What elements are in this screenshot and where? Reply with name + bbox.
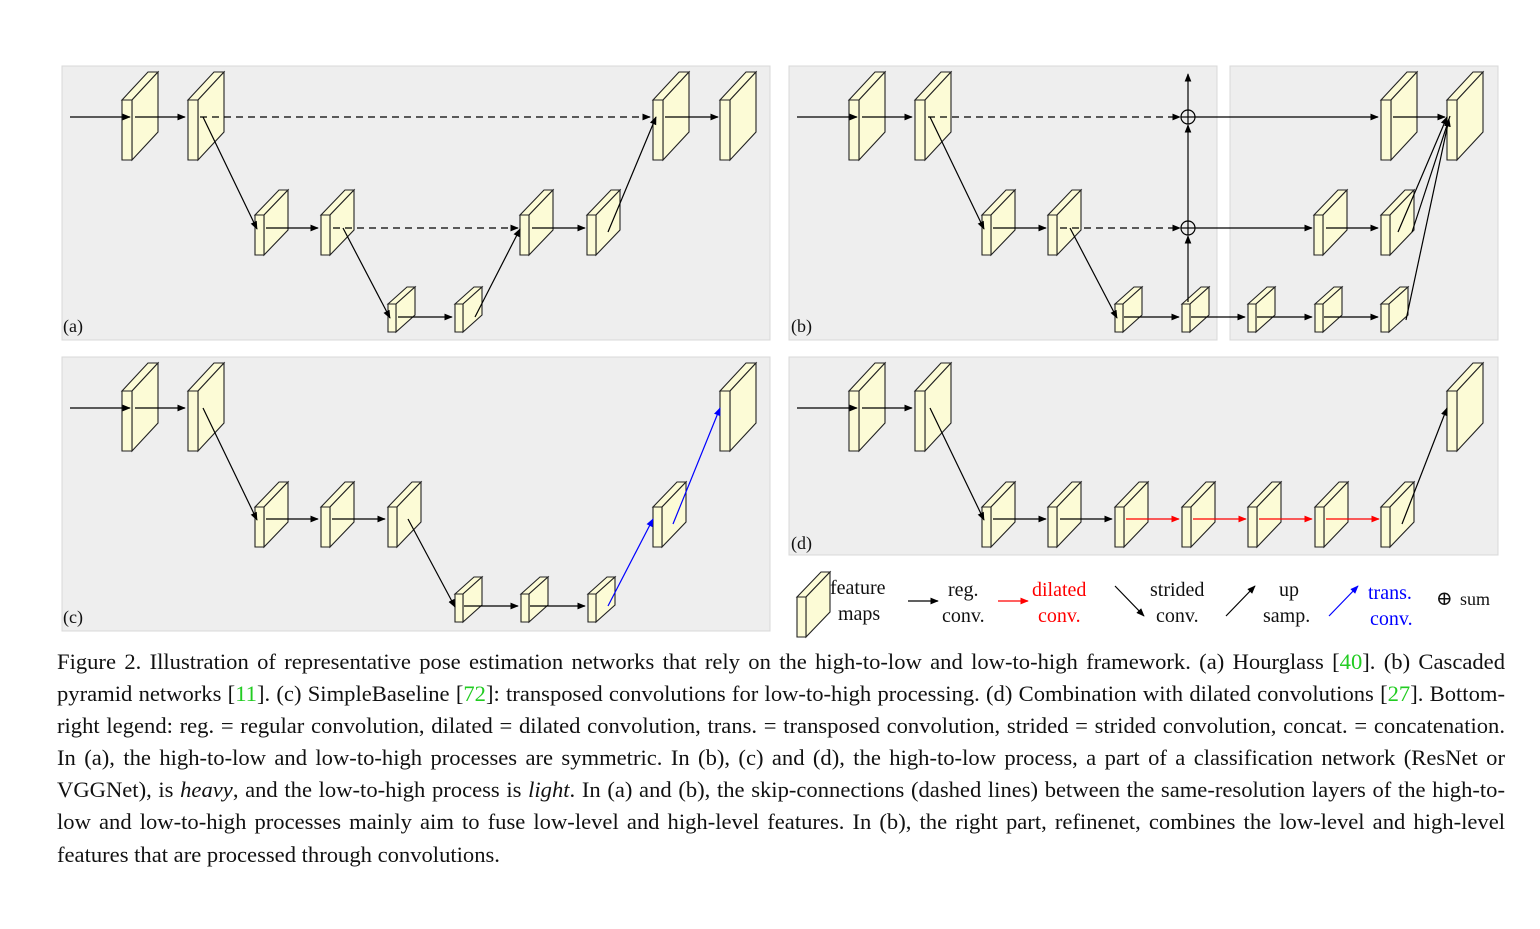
caption-text: Figure 2. Illustration of representative… xyxy=(57,649,1340,674)
feature-map-block xyxy=(1046,480,1083,549)
up-samp-arrow xyxy=(1401,407,1448,525)
feature-map-block xyxy=(120,70,160,162)
feature-map-block xyxy=(1313,480,1350,549)
feature-map-block xyxy=(1113,480,1150,549)
strided-conv-arrow xyxy=(407,518,456,608)
caption-text: ]: transposed convolutions for low-to-hi… xyxy=(485,681,1388,707)
feature-map-block xyxy=(386,285,417,334)
legend-trans-label-1: trans. xyxy=(1368,582,1412,604)
feature-map-block xyxy=(1246,285,1277,334)
feature-map-block xyxy=(1246,480,1283,549)
legend-strided-label-1: strided xyxy=(1150,579,1204,601)
up-samp-arrow xyxy=(1405,118,1451,321)
feature-map-blocks xyxy=(120,70,1485,624)
feature-map-block xyxy=(1379,285,1410,334)
feature-map-block xyxy=(1379,70,1419,162)
feature-map-block xyxy=(186,361,226,453)
strided-conv-arrow xyxy=(342,227,391,319)
feature-map-block xyxy=(913,70,953,162)
feature-map-block xyxy=(1046,188,1083,257)
panel-b-label: (b) xyxy=(791,316,812,337)
up-samp-arrow xyxy=(1397,116,1448,233)
caption-text: . In (a) and (b), the skip-connections (… xyxy=(57,777,1505,867)
feature-map-block xyxy=(585,188,622,257)
feature-map-block xyxy=(319,480,356,549)
panel-c-label: (c) xyxy=(63,607,83,628)
trans-conv-arrow xyxy=(672,407,721,525)
caption-text: ]. (b) Cascaded pyramid networks [ xyxy=(57,649,1505,707)
up-samp-arrow xyxy=(474,228,521,318)
strided-conv-arrow xyxy=(202,407,258,521)
caption-text: ]. Bottom-right legend: reg. = regular c… xyxy=(57,681,1505,803)
legend-up-arrow xyxy=(1225,585,1256,617)
feature-map-block xyxy=(453,285,484,334)
legend-sum-symbol: ⊕ xyxy=(1436,588,1453,610)
feature-map-block xyxy=(1445,361,1485,453)
feature-map-block xyxy=(186,70,226,162)
caption-emphasis: light xyxy=(528,777,570,803)
feature-map-block xyxy=(586,575,617,624)
feature-map-block xyxy=(519,575,550,624)
panel-a-bg xyxy=(61,65,771,341)
legend-reg-label-2: conv. xyxy=(942,605,985,627)
feature-map-block xyxy=(1379,480,1416,549)
feature-map-block xyxy=(1180,480,1217,549)
legend-up-label-2: samp. xyxy=(1263,605,1310,627)
citation-link[interactable]: 72 xyxy=(463,681,486,707)
feature-map-block xyxy=(518,188,555,257)
sum-node xyxy=(1180,109,1196,125)
feature-map-block xyxy=(1312,188,1349,257)
legend-trans-label-2: conv. xyxy=(1370,608,1413,630)
up-samp-arrow xyxy=(1411,115,1451,233)
legend-up-label-1: up xyxy=(1279,579,1299,601)
citation-link[interactable]: 11 xyxy=(235,681,257,707)
sum-node xyxy=(1180,220,1196,236)
panel-a-label: (a) xyxy=(63,316,83,337)
connection-arrows xyxy=(70,73,1451,610)
feature-map-block xyxy=(651,70,691,162)
caption-text: , and the low-to-high process is xyxy=(232,777,529,803)
feature-map-block xyxy=(1180,285,1211,334)
caption-text: ]. (c) SimpleBaseline [ xyxy=(256,681,464,707)
feature-map-block xyxy=(795,570,832,639)
trans-conv-arrow xyxy=(607,518,654,607)
feature-map-block xyxy=(453,575,484,624)
strided-conv-arrow xyxy=(1069,227,1118,319)
strided-conv-arrow xyxy=(929,116,985,230)
legend-feature-label-2: maps xyxy=(838,603,880,625)
figure-diagram: (a) (b) (c) (d) feature maps reg. conv. … xyxy=(61,65,1499,639)
up-samp-arrow xyxy=(607,116,657,233)
citation-link[interactable]: 40 xyxy=(1339,649,1363,674)
caption-emphasis: heavy xyxy=(180,777,233,803)
feature-map-block xyxy=(386,480,423,549)
feature-map-block xyxy=(651,480,688,549)
legend: feature maps reg. conv. dilated conv. st… xyxy=(795,570,1490,639)
citation-link[interactable]: 27 xyxy=(1387,681,1411,707)
feature-map-block xyxy=(1445,70,1485,162)
feature-map-block xyxy=(718,361,758,453)
feature-map-block xyxy=(913,361,953,453)
legend-sum-label: sum xyxy=(1460,589,1490,609)
legend-reg-label-1: reg. xyxy=(948,579,979,601)
feature-map-block xyxy=(847,361,887,453)
legend-feature-label-1: feature xyxy=(830,577,886,599)
strided-conv-arrow xyxy=(202,116,258,230)
figure-caption: Figure 2. Illustration of representative… xyxy=(57,646,1505,871)
legend-trans-arrow xyxy=(1328,585,1359,617)
legend-dilated-label-2: conv. xyxy=(1038,605,1081,627)
feature-map-block xyxy=(1313,285,1344,334)
legend-feature-map-icon xyxy=(795,570,832,639)
feature-map-block xyxy=(718,70,758,162)
panel-d-label: (d) xyxy=(791,533,812,554)
strided-conv-arrow xyxy=(929,407,985,521)
feature-map-block xyxy=(319,188,356,257)
legend-dilated-label-1: dilated xyxy=(1032,579,1086,601)
legend-strided-arrow xyxy=(1114,585,1145,617)
legend-strided-label-2: conv. xyxy=(1156,605,1199,627)
